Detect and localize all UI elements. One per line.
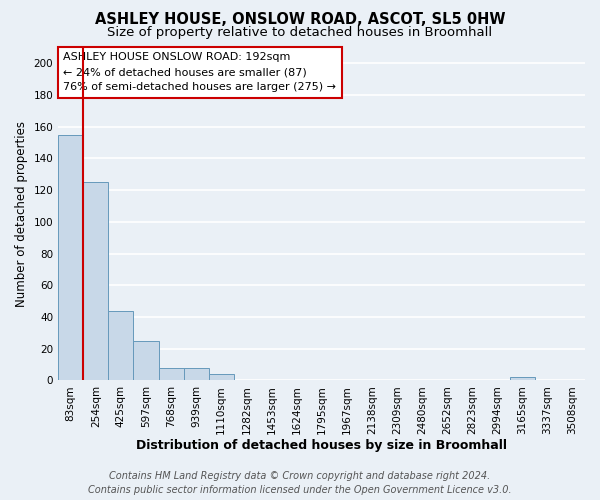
Text: ASHLEY HOUSE, ONSLOW ROAD, ASCOT, SL5 0HW: ASHLEY HOUSE, ONSLOW ROAD, ASCOT, SL5 0H… — [95, 12, 505, 28]
X-axis label: Distribution of detached houses by size in Broomhall: Distribution of detached houses by size … — [136, 440, 507, 452]
Bar — [133, 340, 158, 380]
Text: ASHLEY HOUSE ONSLOW ROAD: 192sqm
← 24% of detached houses are smaller (87)
76% o: ASHLEY HOUSE ONSLOW ROAD: 192sqm ← 24% o… — [64, 52, 337, 92]
Bar — [158, 368, 184, 380]
Bar — [209, 374, 234, 380]
Text: Contains HM Land Registry data © Crown copyright and database right 2024.
Contai: Contains HM Land Registry data © Crown c… — [88, 471, 512, 495]
Bar — [83, 182, 109, 380]
Bar — [510, 377, 535, 380]
Text: Size of property relative to detached houses in Broomhall: Size of property relative to detached ho… — [107, 26, 493, 39]
Y-axis label: Number of detached properties: Number of detached properties — [15, 121, 28, 307]
Bar — [109, 310, 133, 380]
Bar — [58, 134, 83, 380]
Bar — [184, 368, 209, 380]
